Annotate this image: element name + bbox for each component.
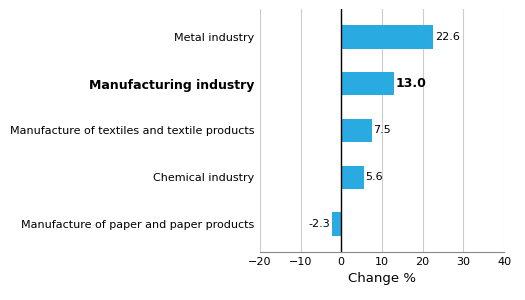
X-axis label: Change %: Change % [348, 272, 416, 285]
Bar [341, 166, 364, 189]
Text: -2.3: -2.3 [309, 219, 330, 229]
Bar [341, 119, 372, 142]
Text: 13.0: 13.0 [396, 77, 427, 90]
Text: 22.6: 22.6 [435, 32, 460, 42]
Bar [341, 26, 433, 49]
Bar [332, 212, 341, 236]
Bar [341, 72, 394, 95]
Text: 7.5: 7.5 [373, 125, 391, 136]
Text: 5.6: 5.6 [365, 172, 383, 182]
